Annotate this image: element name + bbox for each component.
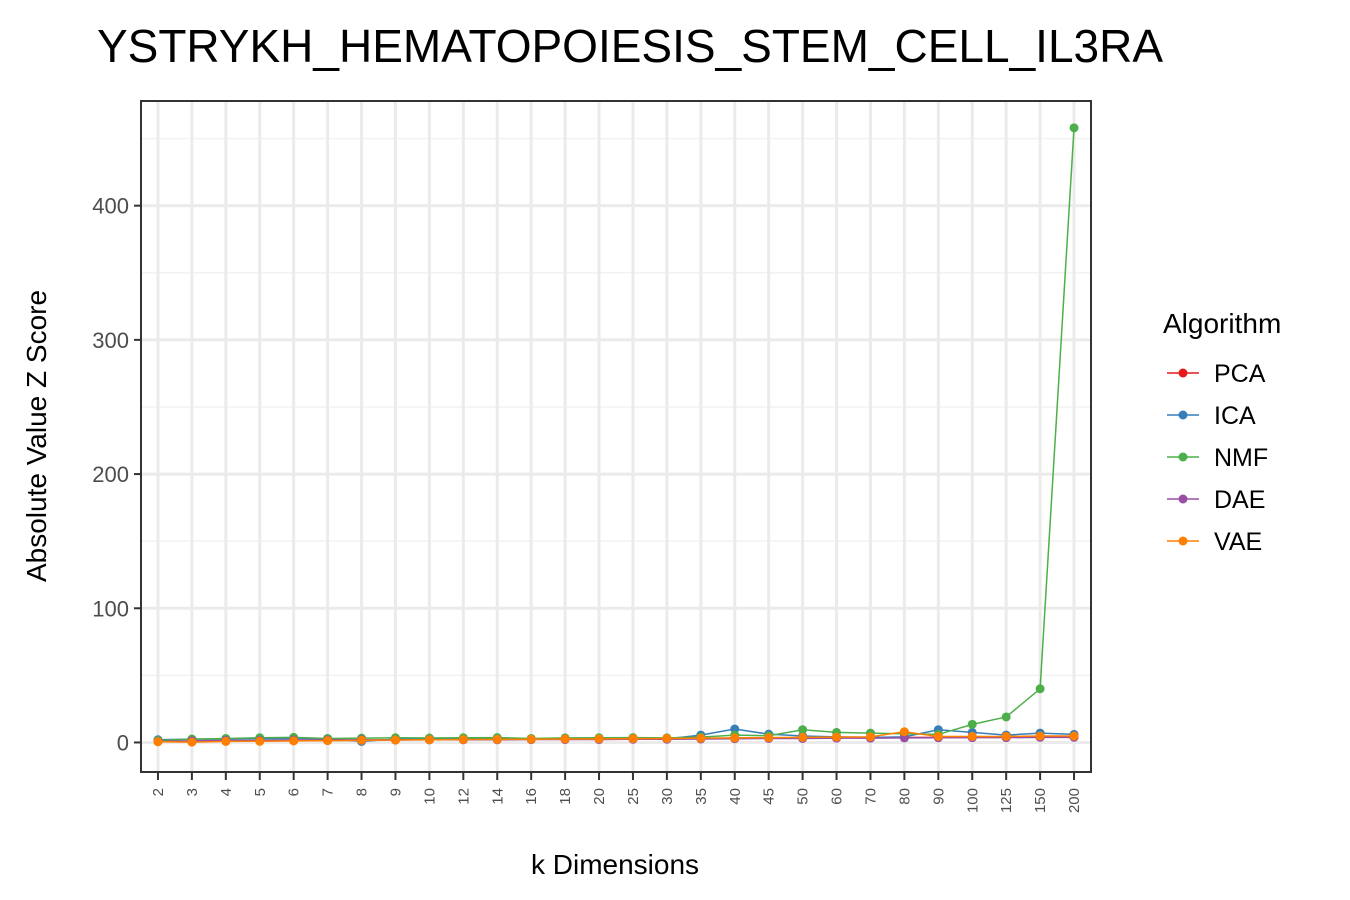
data-point-vae <box>730 733 740 743</box>
data-point-vae <box>289 736 299 746</box>
x-tick-label: 4 <box>218 788 235 796</box>
x-tick-label: 50 <box>795 788 812 805</box>
chart-title: YSTRYKH_HEMATOPOIESIS_STEM_CELL_IL3RA <box>97 20 1163 72</box>
data-point-vae <box>899 727 909 737</box>
x-tick-label: 90 <box>930 788 947 805</box>
data-point-vae <box>323 736 333 746</box>
legend-item-pca: PCA <box>1167 360 1266 388</box>
legend-title: Algorithm <box>1163 308 1281 339</box>
legend: Algorithm PCA ICA NMF DAE VAE <box>1163 308 1281 556</box>
data-point-vae <box>764 733 774 743</box>
data-point-vae <box>560 734 570 744</box>
x-tick-label: 150 <box>1032 788 1049 813</box>
data-point-vae <box>153 737 163 747</box>
x-tick-label: 2 <box>150 788 167 796</box>
data-point-vae <box>933 731 943 741</box>
data-point-nmf <box>1001 712 1011 722</box>
series-line-vae <box>157 730 1075 743</box>
x-tick-label: 125 <box>998 788 1015 813</box>
plot-border <box>140 100 1092 773</box>
legend-items: PCA ICA NMF DAE VAE <box>1167 360 1268 556</box>
y-tick-label: 0 <box>117 730 129 755</box>
y-tick-label: 400 <box>92 194 129 219</box>
x-tick-label: 20 <box>591 788 608 805</box>
data-point-vae <box>357 735 367 745</box>
data-point-vae <box>526 734 536 744</box>
plot-background <box>141 101 1091 772</box>
data-point-vae <box>662 733 672 743</box>
x-tick-label: 14 <box>489 788 506 805</box>
data-point-vae <box>458 735 468 745</box>
x-tick-label: 5 <box>252 788 269 796</box>
y-axis: 0 100 200 300 400 <box>92 194 141 755</box>
x-tick-label: 35 <box>693 788 710 805</box>
x-tick-label: 18 <box>557 788 574 805</box>
x-tick-label: 80 <box>896 788 913 805</box>
data-point-vae <box>798 732 808 742</box>
data-point-vae <box>967 731 977 741</box>
minor-gridlines <box>141 137 1091 677</box>
plot-area <box>140 100 1092 773</box>
x-tick-label: 200 <box>1066 788 1083 813</box>
data-point-nmf <box>798 725 808 735</box>
data-point-nmf <box>1035 684 1045 694</box>
legend-item-vae: VAE <box>1167 528 1262 556</box>
legend-key-point <box>1178 452 1188 462</box>
data-point-vae <box>255 736 265 746</box>
data-point-vae <box>424 735 434 745</box>
x-tick-label: 60 <box>829 788 846 805</box>
x-axis-title: k Dimensions <box>531 849 699 880</box>
data-point-vae <box>696 733 706 743</box>
x-tick-label: 45 <box>761 788 778 805</box>
data-point-vae <box>1001 731 1011 741</box>
x-tick-label: 100 <box>964 788 981 813</box>
data-point-vae <box>492 734 502 744</box>
data-point-nmf <box>967 719 977 729</box>
data-point-nmf <box>1069 123 1079 133</box>
x-tick-label: 3 <box>184 788 201 796</box>
legend-label: PCA <box>1214 360 1266 388</box>
x-tick-label: 6 <box>286 788 303 796</box>
x-tick-label: 40 <box>727 788 744 805</box>
y-tick-label: 200 <box>92 462 129 487</box>
data-point-vae <box>1069 731 1079 741</box>
legend-item-dae: DAE <box>1167 486 1265 514</box>
x-tick-label: 9 <box>387 788 404 796</box>
legend-label: VAE <box>1214 528 1262 556</box>
y-tick-label: 300 <box>92 328 129 353</box>
data-point-vae <box>390 735 400 745</box>
x-tick-label: 8 <box>354 788 371 796</box>
y-tick-label: 100 <box>92 596 129 621</box>
x-tick-label: 30 <box>659 788 676 805</box>
legend-key-point <box>1178 410 1188 420</box>
data-point-vae <box>832 732 842 742</box>
x-tick-label: 10 <box>421 788 438 805</box>
data-point-vae <box>594 734 604 744</box>
legend-key-point <box>1178 494 1188 504</box>
legend-item-nmf: NMF <box>1167 444 1268 472</box>
data-point-vae <box>1035 731 1045 741</box>
data-point-vae <box>221 736 231 746</box>
legend-key-point <box>1178 368 1188 378</box>
legend-key-point <box>1178 536 1188 546</box>
legend-label: NMF <box>1214 444 1268 472</box>
data-point-vae <box>187 737 197 747</box>
legend-item-ica: ICA <box>1167 402 1256 430</box>
x-tick-label: 7 <box>320 788 337 796</box>
data-point-vae <box>628 734 638 744</box>
legend-label: DAE <box>1214 486 1265 514</box>
x-tick-label: 25 <box>625 788 642 805</box>
data-point-vae <box>865 732 875 742</box>
data-point-dae <box>899 733 909 743</box>
x-axis: 2 3 4 5 6 7 8 9 10 12 14 16 18 20 25 30 35 40 45 50 60 70 80 90… <box>150 772 1083 813</box>
x-tick-label: 12 <box>455 788 472 805</box>
major-gridlines <box>141 101 1091 772</box>
x-tick-label: 16 <box>523 788 540 805</box>
x-tick-label: 70 <box>862 788 879 805</box>
legend-label: ICA <box>1214 402 1256 430</box>
series-layer <box>153 123 1079 747</box>
y-axis-title: Absolute Value Z Score <box>21 290 52 582</box>
